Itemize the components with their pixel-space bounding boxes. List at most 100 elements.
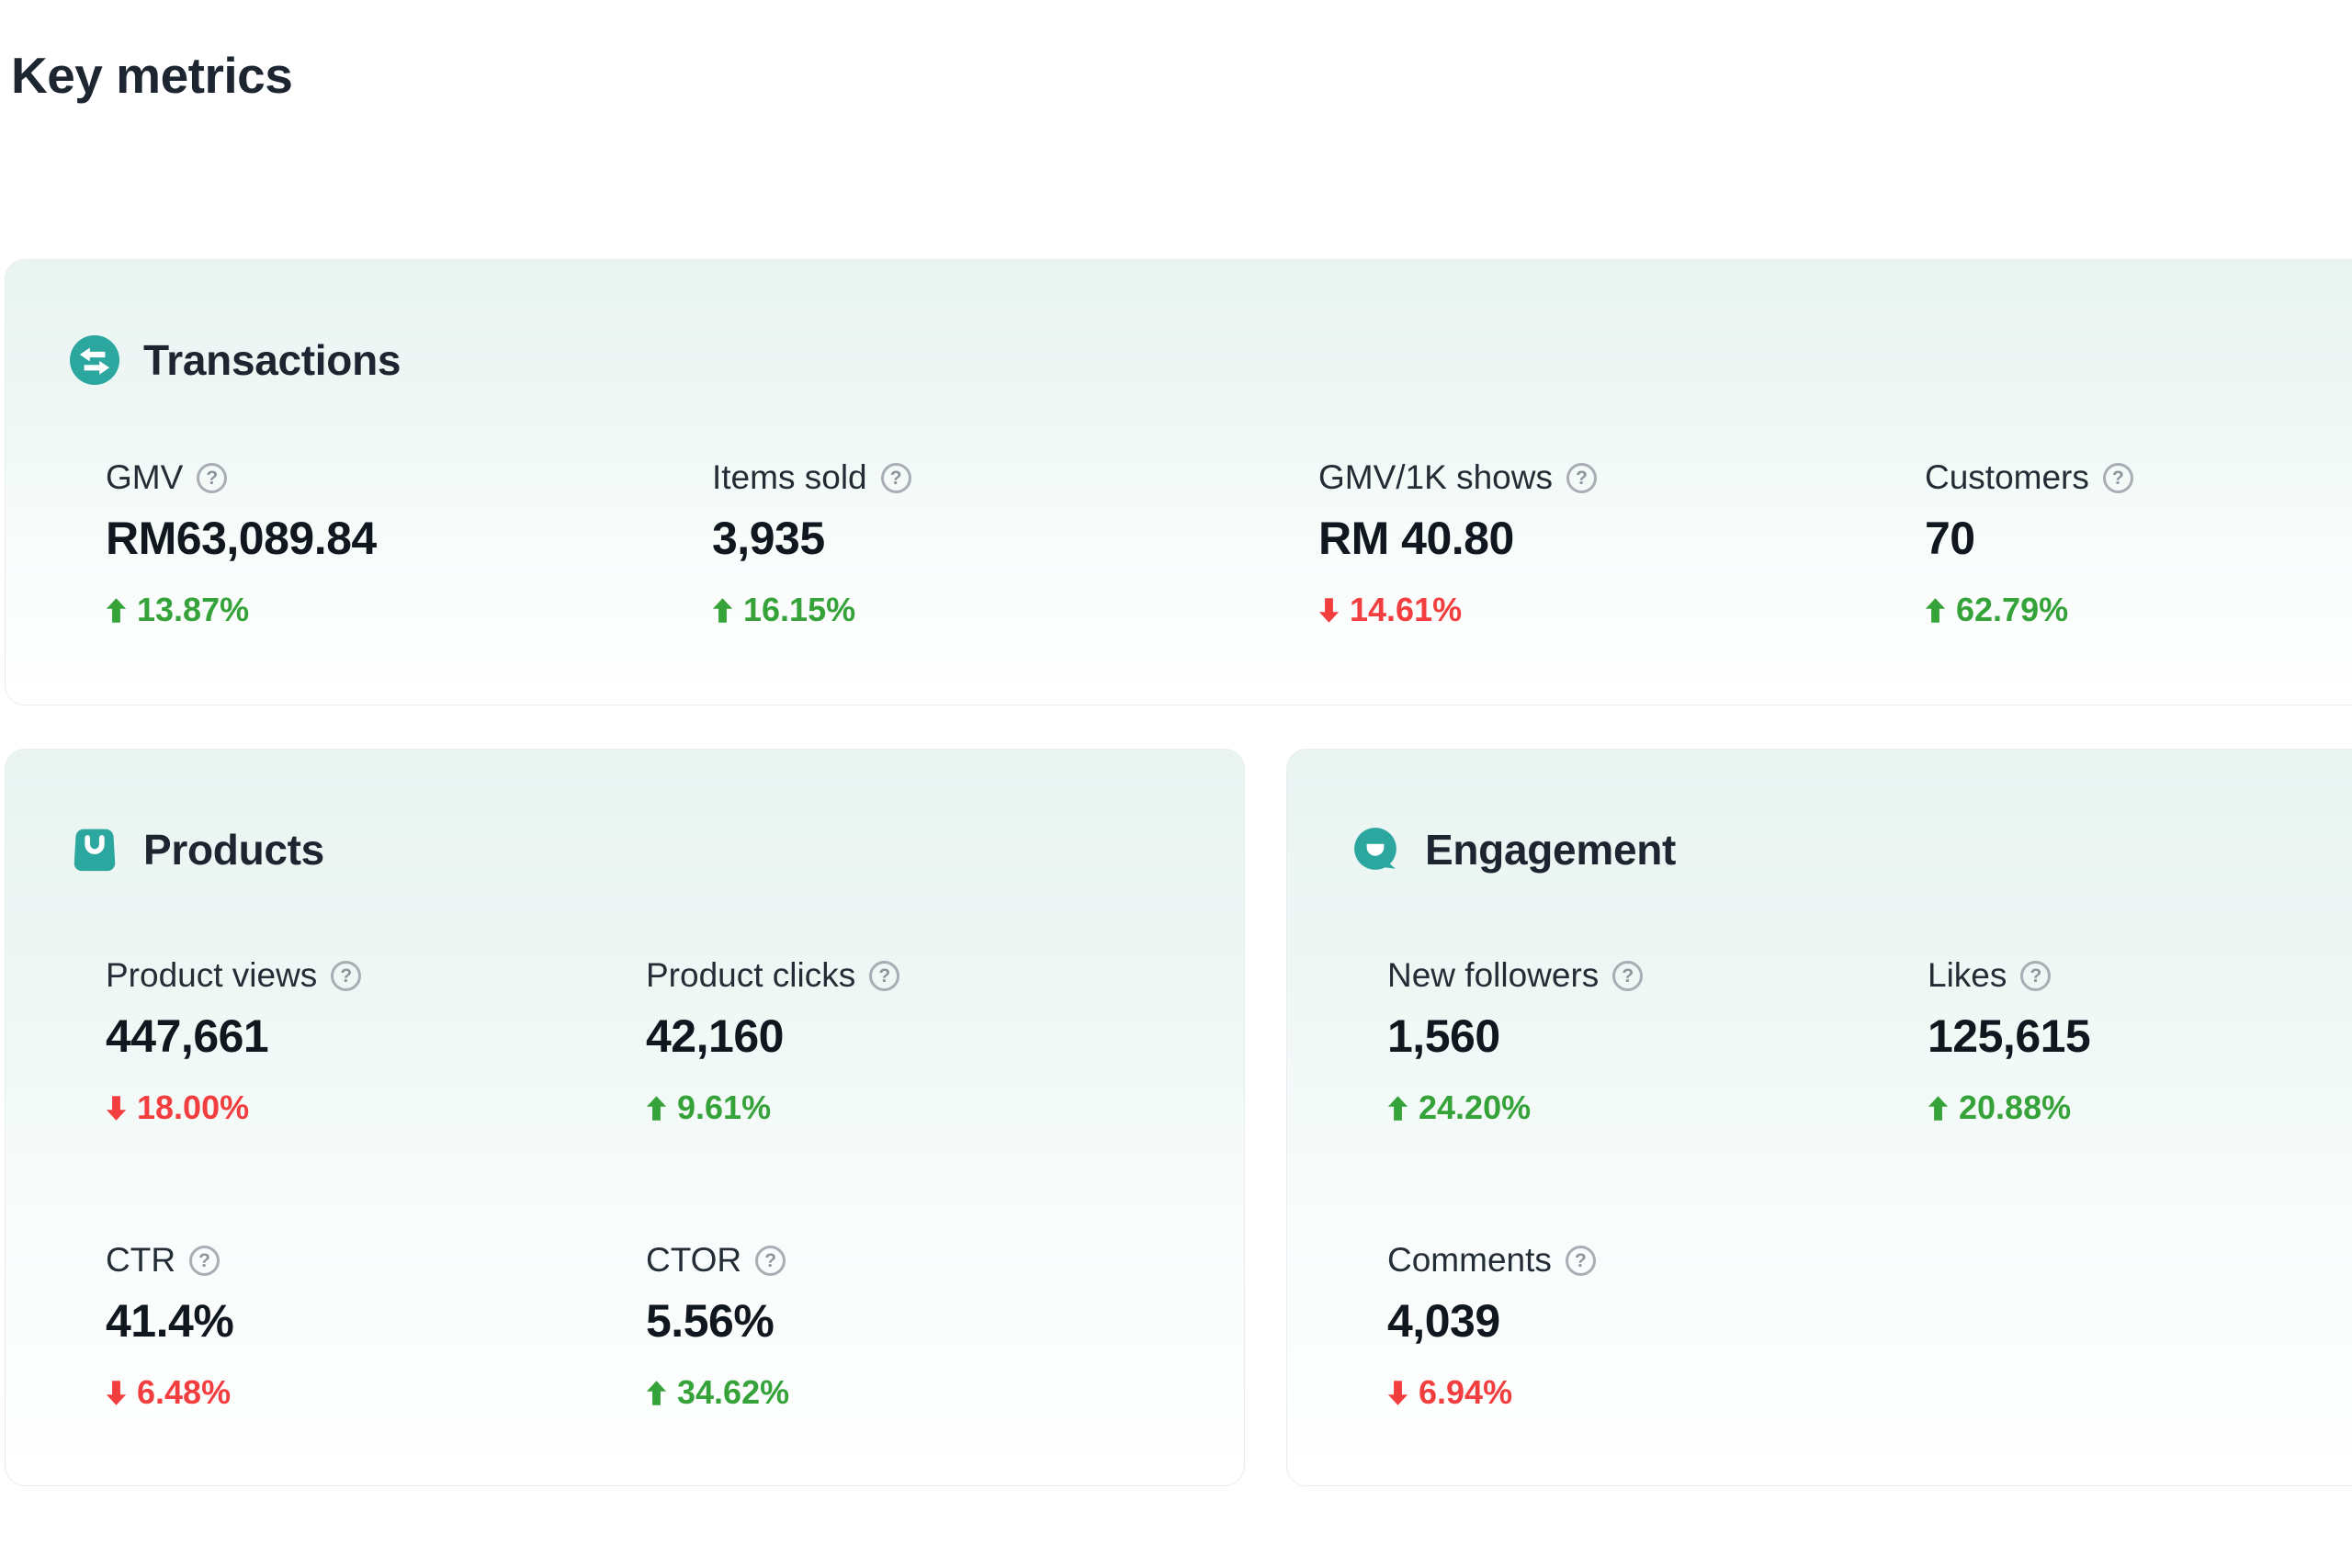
help-icon[interactable]: ? — [2102, 462, 2133, 493]
card-header: Products — [70, 825, 324, 874]
help-icon[interactable]: ? — [869, 960, 900, 991]
metric-value: 125,615 — [1928, 1010, 2091, 1062]
metric-block: Customers ? 70 62.79% — [1925, 458, 2352, 629]
metric-delta: 6.48% — [106, 1373, 646, 1412]
metric-block: CTOR ? 5.56% 34.62% — [646, 1241, 1186, 1412]
card-products: Products Product views ? 447,661 18.00% … — [5, 749, 1245, 1486]
metric-label-row: CTR ? — [106, 1241, 646, 1280]
arrow-up-icon — [646, 1379, 667, 1407]
metric-block: Product clicks ? 42,160 9.61% — [646, 956, 1186, 1127]
metric-delta: 9.61% — [646, 1089, 1186, 1127]
metric-label: Customers — [1925, 458, 2089, 496]
card-transactions: Transactions GMV ? RM63,089.84 13.87% It… — [5, 259, 2352, 705]
metric-delta: 62.79% — [1925, 591, 2352, 629]
metric-delta-text: 16.15% — [743, 591, 856, 628]
metric-label-row: New followers ? — [1387, 956, 1928, 995]
metric-block: New followers ? 1,560 24.20% — [1387, 956, 1928, 1127]
metrics-grid: Product views ? 447,661 18.00% Product c… — [106, 956, 1186, 1412]
metric-label-row: Product views ? — [106, 956, 646, 995]
metric-delta-text: 14.61% — [1350, 591, 1463, 628]
bag-icon — [70, 825, 119, 874]
metric-block: Likes ? 125,615 20.88% — [1928, 956, 2352, 1127]
metric-delta: 24.20% — [1387, 1089, 1928, 1127]
metric-label: Items sold — [712, 458, 867, 496]
metric-value: 70 — [1925, 513, 1975, 564]
card-title: Products — [143, 826, 324, 874]
card-title: Engagement — [1425, 826, 1677, 874]
page-title: Key metrics — [11, 47, 293, 104]
metric-label-row: Items sold ? — [712, 458, 1318, 497]
metric-delta-text: 9.61% — [677, 1089, 772, 1126]
arrow-up-icon — [646, 1094, 667, 1122]
metric-label-row: Product clicks ? — [646, 956, 1186, 995]
card-engagement: Engagement New followers ? 1,560 24.20% … — [1286, 749, 2352, 1486]
metric-delta: 34.62% — [646, 1373, 1186, 1412]
metric-block: Product views ? 447,661 18.00% — [106, 956, 646, 1127]
help-icon[interactable]: ? — [189, 1245, 220, 1276]
metric-value: 41.4% — [106, 1295, 234, 1347]
metric-label: CTR — [106, 1241, 176, 1279]
metric-label-row: GMV ? — [106, 458, 712, 497]
help-icon[interactable]: ? — [880, 462, 911, 493]
metric-delta-text: 6.94% — [1419, 1373, 1513, 1411]
metrics-grid: GMV ? RM63,089.84 13.87% Items sold ? 3,… — [106, 458, 2352, 629]
help-icon[interactable]: ? — [1612, 960, 1644, 991]
metric-delta: 16.15% — [712, 591, 1318, 629]
card-header: Transactions — [70, 335, 401, 385]
metric-label: Comments — [1387, 1241, 1552, 1279]
arrow-up-icon — [1387, 1094, 1408, 1122]
help-icon[interactable]: ? — [197, 462, 228, 493]
metric-label: Likes — [1928, 956, 2007, 994]
metric-delta-text: 34.62% — [677, 1373, 790, 1411]
metric-delta-text: 20.88% — [1959, 1089, 2072, 1126]
metric-delta-text: 18.00% — [137, 1089, 250, 1126]
arrow-down-icon — [1387, 1379, 1408, 1407]
metric-label-row: Customers ? — [1925, 458, 2352, 497]
card-header: Engagement — [1351, 825, 1676, 874]
metric-delta: 14.61% — [1318, 591, 1925, 629]
metric-value: 4,039 — [1387, 1295, 1500, 1347]
metric-label: Product views — [106, 956, 318, 994]
arrow-up-icon — [712, 596, 733, 625]
metric-value: RM 40.80 — [1318, 513, 1514, 564]
metric-delta: 6.94% — [1387, 1373, 1928, 1412]
metric-delta-text: 62.79% — [1956, 591, 2069, 628]
metric-block: Items sold ? 3,935 16.15% — [712, 458, 1318, 629]
swap-icon — [70, 335, 119, 385]
metric-value: 447,661 — [106, 1010, 269, 1062]
arrow-up-icon — [1925, 596, 1946, 625]
metric-label: Product clicks — [646, 956, 856, 994]
arrow-up-icon — [1928, 1094, 1949, 1122]
metric-block: CTR ? 41.4% 6.48% — [106, 1241, 646, 1412]
card-title: Transactions — [143, 336, 401, 384]
arrow-down-icon — [1318, 596, 1340, 625]
metric-delta-text: 13.87% — [137, 591, 250, 628]
metric-label-row: GMV/1K shows ? — [1318, 458, 1925, 497]
metric-value: 1,560 — [1387, 1010, 1500, 1062]
metric-value: 3,935 — [712, 513, 825, 564]
metric-label: GMV — [106, 458, 184, 496]
metric-value: 42,160 — [646, 1010, 784, 1062]
metric-block: Comments ? 4,039 6.94% — [1387, 1241, 1928, 1412]
metric-label: New followers — [1387, 956, 1600, 994]
help-icon[interactable]: ? — [2020, 960, 2052, 991]
metric-label-row: CTOR ? — [646, 1241, 1186, 1280]
metric-delta-text: 6.48% — [137, 1373, 232, 1411]
metric-value: RM63,089.84 — [106, 513, 377, 564]
metric-label: GMV/1K shows — [1318, 458, 1553, 496]
metric-delta: 20.88% — [1928, 1089, 2352, 1127]
help-icon[interactable]: ? — [1566, 462, 1597, 493]
metric-delta: 13.87% — [106, 591, 712, 629]
help-icon[interactable]: ? — [755, 1245, 786, 1276]
metric-label-row: Likes ? — [1928, 956, 2352, 995]
metric-label: CTOR — [646, 1241, 742, 1279]
metric-label-row: Comments ? — [1387, 1241, 1928, 1280]
metric-delta: 18.00% — [106, 1089, 646, 1127]
metric-block: GMV ? RM63,089.84 13.87% — [106, 458, 712, 629]
arrow-up-icon — [106, 596, 127, 625]
arrow-down-icon — [106, 1094, 127, 1122]
chat-icon — [1351, 825, 1401, 874]
help-icon[interactable]: ? — [1565, 1245, 1596, 1276]
metric-value: 5.56% — [646, 1295, 775, 1347]
help-icon[interactable]: ? — [331, 960, 362, 991]
